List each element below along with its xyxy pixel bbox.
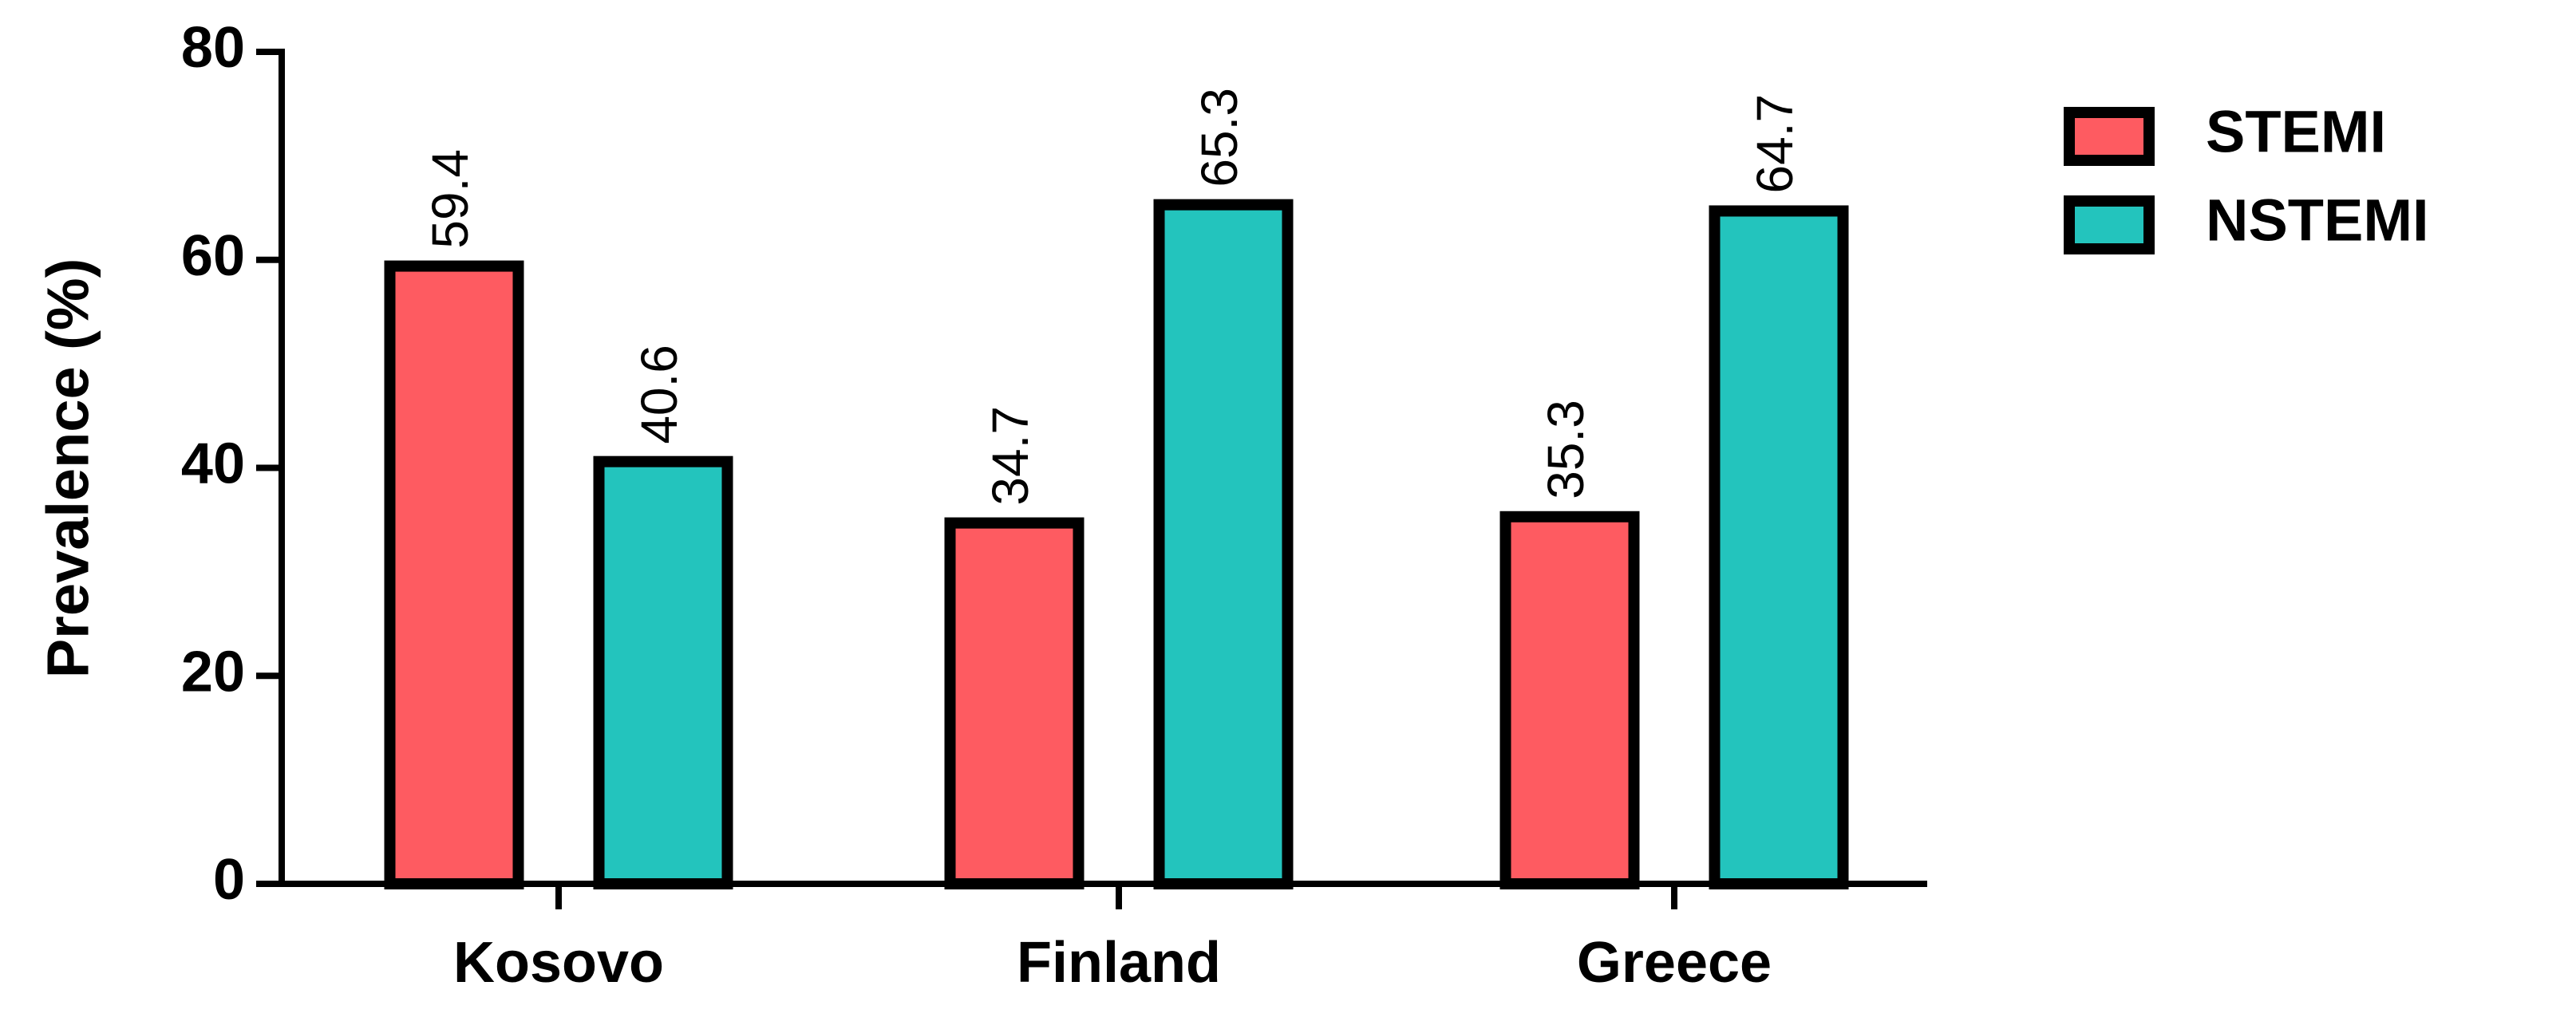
value-label: 34.7 xyxy=(982,406,1039,506)
bar xyxy=(1709,205,1849,889)
value-label: 65.3 xyxy=(1191,88,1248,187)
legend-label: STEMI xyxy=(2206,99,2386,165)
legend-swatch xyxy=(2064,107,2155,166)
bar xyxy=(593,455,733,889)
value-label: 35.3 xyxy=(1537,400,1594,499)
y-tick-label: 20 xyxy=(181,640,245,704)
y-axis-label: Prevalence (%) xyxy=(35,258,101,679)
x-tick-label: Greece xyxy=(1577,931,1772,995)
y-tick-label: 60 xyxy=(181,224,245,288)
y-tick-label: 40 xyxy=(181,432,245,496)
x-tick-label: Finland xyxy=(1017,931,1221,995)
bar xyxy=(384,260,524,889)
value-label: 64.7 xyxy=(1746,94,1804,194)
legend-swatch xyxy=(2064,195,2155,254)
y-tick-label: 80 xyxy=(181,16,245,80)
value-label: 40.6 xyxy=(630,345,688,444)
value-label: 59.4 xyxy=(421,149,479,249)
bar xyxy=(1153,199,1294,889)
bar xyxy=(944,517,1085,889)
x-tick-label: Kosovo xyxy=(453,931,664,995)
bar xyxy=(1499,511,1640,889)
legend-label: NSTEMI xyxy=(2206,187,2429,254)
y-tick-label: 0 xyxy=(213,848,245,912)
